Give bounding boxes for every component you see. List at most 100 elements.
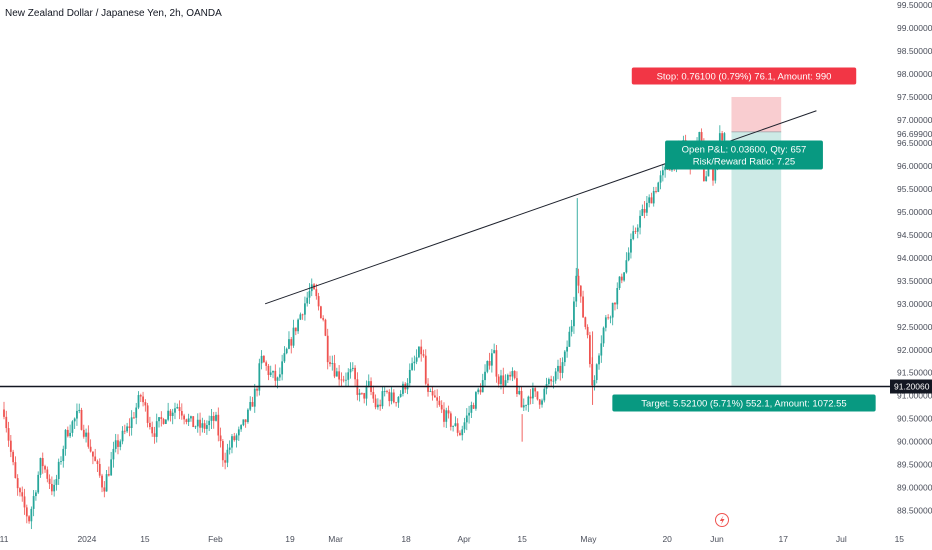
candle — [233, 432, 236, 442]
candle — [418, 346, 420, 359]
candle — [258, 358, 261, 396]
candle — [153, 426, 156, 444]
candle — [390, 387, 393, 405]
candle — [659, 170, 662, 190]
stop-label[interactable]: Stop: 0.76100 (0.79%) 76.1, Amount: 990 — [631, 67, 857, 85]
pnl-label-text: Open P&L: 0.03600, Qty: 657 — [682, 145, 807, 156]
candle — [650, 192, 653, 204]
candle — [470, 401, 473, 419]
chart-title: New Zealand Dollar / Japanese Yen, 2h, O… — [5, 8, 222, 19]
candle — [488, 352, 491, 370]
candle — [420, 339, 423, 362]
candle — [71, 420, 74, 437]
candle — [139, 393, 142, 402]
time-tick-label: 2024 — [77, 534, 96, 544]
candle — [641, 204, 644, 216]
candle — [237, 426, 240, 441]
candle — [504, 374, 507, 388]
candle — [19, 487, 21, 497]
candle — [196, 413, 199, 433]
price-tick-label: 91.00000 — [897, 391, 932, 401]
time-tick-label: Jul — [836, 534, 847, 544]
candle — [185, 418, 188, 425]
candle — [32, 490, 35, 517]
candle — [392, 389, 395, 404]
candle — [46, 466, 49, 483]
candle — [299, 312, 302, 321]
time-tick-label: Feb — [208, 534, 223, 544]
candle — [354, 365, 356, 387]
candle — [253, 383, 256, 413]
price-tick-label: 97.00000 — [897, 115, 932, 125]
candle — [415, 349, 418, 365]
current-price-label: 96.69900 — [897, 129, 932, 139]
price-tick-label: 97.50000 — [897, 92, 932, 102]
candle — [329, 355, 331, 367]
candle — [235, 433, 238, 448]
candle — [520, 386, 523, 408]
candle — [105, 470, 108, 492]
candle — [570, 319, 573, 337]
candle — [231, 433, 233, 454]
candle — [443, 402, 445, 428]
candle — [39, 457, 42, 478]
candle — [226, 443, 229, 468]
candle — [604, 315, 607, 332]
candle — [648, 194, 651, 208]
candle — [319, 305, 322, 319]
candle — [73, 417, 76, 429]
candle — [41, 452, 44, 474]
candle — [575, 267, 578, 307]
candle — [345, 372, 347, 388]
candle — [456, 418, 459, 437]
candle — [176, 403, 179, 409]
candle — [183, 413, 186, 425]
candle — [573, 296, 575, 334]
time-tick-label: 15 — [517, 534, 527, 544]
candle — [256, 386, 258, 397]
candle — [454, 416, 457, 427]
candle — [536, 391, 539, 401]
target-label[interactable]: Target: 5.52100 (5.71%) 552.1, Amount: 1… — [612, 394, 876, 412]
stop-zone[interactable] — [731, 96, 782, 132]
pnl-label-text: Risk/Reward Ratio: 7.25 — [693, 157, 795, 168]
candle — [529, 389, 532, 405]
candle — [367, 374, 370, 388]
candle — [379, 399, 382, 411]
candle — [306, 291, 309, 307]
time-axis[interactable]: 11 2024 15 Feb 19 Mar 18 Apr 15 May 20 Jun 17 Jul 15 — [0, 534, 904, 544]
candle — [333, 354, 336, 379]
candle — [568, 326, 571, 347]
candle — [272, 370, 274, 379]
candle — [25, 504, 28, 524]
candle — [201, 417, 204, 433]
candle — [340, 372, 343, 387]
candle — [162, 417, 165, 425]
time-tick-label: 19 — [285, 534, 295, 544]
time-tick-label: May — [580, 534, 597, 544]
price-axis[interactable]: 88.50000 89.00000 89.50000 90.00000 90.50000… — [890, 0, 932, 516]
lightning-icon[interactable] — [715, 513, 729, 527]
candle — [110, 451, 113, 476]
candle — [465, 408, 468, 431]
level-price-tag[interactable]: 91.20060 — [890, 379, 932, 394]
candle — [447, 405, 450, 419]
candle — [566, 340, 568, 358]
candle — [178, 400, 181, 420]
candle — [133, 412, 135, 419]
candle — [326, 328, 329, 370]
time-tick-label: Mar — [328, 534, 343, 544]
candle — [119, 439, 122, 451]
candle — [80, 407, 83, 431]
price-tick-label: 94.50000 — [897, 230, 932, 240]
candle — [468, 405, 470, 424]
target-zone[interactable] — [731, 131, 782, 386]
candle — [192, 416, 195, 428]
price-tick-label: 93.50000 — [897, 276, 932, 286]
candle — [249, 396, 252, 412]
candle — [98, 458, 101, 478]
candle — [614, 301, 616, 311]
candle — [627, 247, 630, 262]
